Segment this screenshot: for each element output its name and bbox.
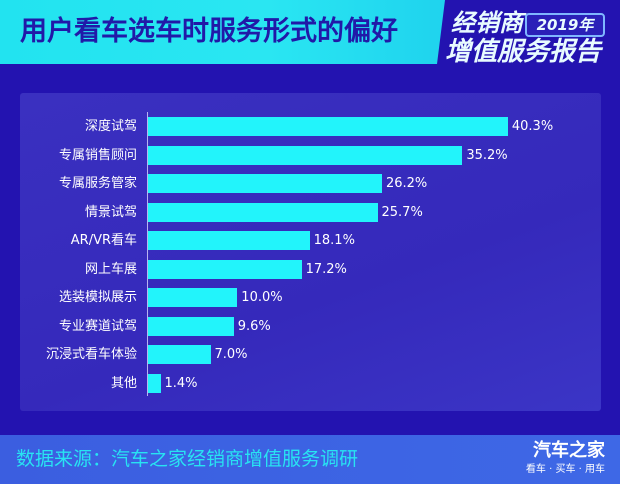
- badge-year: 2019年: [525, 13, 605, 37]
- value-label: 40.3%: [511, 119, 554, 134]
- badge-line2: 增值服务报告: [445, 37, 602, 67]
- value-label: 25.7%: [381, 204, 423, 220]
- footer: 数据来源：汽车之家经销商增值服务调研 汽车之家 看车 · 买车 · 用车: [0, 435, 620, 484]
- value-label: 1.4%: [164, 375, 198, 391]
- category-label: AR/VR看车: [70, 233, 137, 249]
- bar-row: 选装模拟展示 10.0%: [0, 288, 620, 308]
- bar-row: 专属销售顾问 35.2%: [0, 145, 620, 166]
- source-text: 数据来源：汽车之家经销商增值服务调研: [16, 448, 359, 470]
- bar-row: 专业赛道试驾 9.6%: [0, 316, 620, 337]
- value-label: 17.2%: [305, 261, 347, 277]
- bar: [148, 145, 463, 165]
- bar-row: 其他 1.4%: [0, 373, 620, 394]
- value-label: 35.2%: [466, 147, 508, 163]
- bar-row: 专属服务管家 26.2%: [0, 174, 620, 194]
- bar-row: AR/VR看车 18.1%: [0, 231, 620, 251]
- autohome-logo: 汽车之家: [533, 440, 605, 461]
- value-label: 26.2%: [385, 176, 428, 192]
- category-label: 选装模拟展示: [58, 290, 137, 306]
- badge-line1: 经销商: [451, 9, 523, 37]
- category-label: 沉浸式看车体验: [45, 347, 137, 363]
- bar-row: 情景试驾 25.7%: [0, 202, 620, 223]
- value-label: 18.1%: [313, 233, 355, 249]
- y-axis-line: [147, 112, 148, 396]
- category-label: 深度试驾: [84, 119, 137, 134]
- category-label: 专属销售顾问: [58, 147, 137, 163]
- bar: [148, 117, 508, 136]
- value-label: 9.6%: [237, 318, 271, 334]
- value-label: 7.0%: [214, 347, 248, 363]
- page-title: 用户看车选车时服务形式的偏好: [20, 16, 398, 47]
- bar: [148, 259, 302, 279]
- header-band: [0, 0, 445, 64]
- bar-row: 网上车展 17.2%: [0, 259, 620, 280]
- category-label: 其他: [110, 375, 137, 391]
- bar: [148, 202, 378, 222]
- bar: [148, 174, 382, 194]
- value-label: 10.0%: [241, 290, 283, 306]
- bar-row: 沉浸式看车体验 7.0%: [0, 345, 620, 365]
- category-label: 网上车展: [84, 261, 137, 277]
- bar: [148, 288, 238, 308]
- bar: [148, 373, 161, 393]
- bar-row: 深度试驾 40.3%: [0, 117, 620, 137]
- category-label: 专属服务管家: [58, 176, 137, 192]
- bar: [148, 345, 211, 365]
- logo-slogan: 看车 · 买车 · 用车: [525, 464, 605, 475]
- category-label: 专业赛道试驾: [58, 318, 137, 334]
- category-label: 情景试驾: [84, 204, 137, 220]
- report-badge: 经销商 2019年 增值服务报告: [443, 8, 613, 72]
- bar: [148, 231, 310, 251]
- bar: [148, 316, 234, 336]
